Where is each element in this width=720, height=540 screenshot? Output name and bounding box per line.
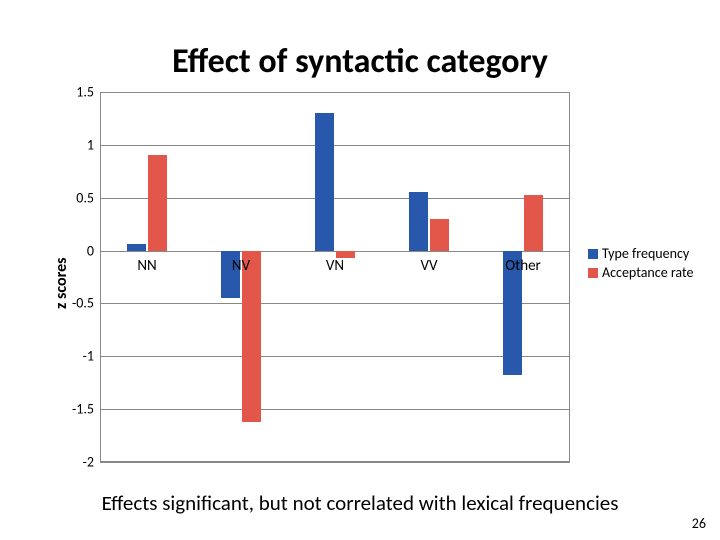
gridline bbox=[100, 303, 570, 304]
caption-text: Effects significant, but not correlated … bbox=[0, 490, 720, 516]
legend-label: Type frequency bbox=[602, 245, 689, 262]
y-tick-label: -2 bbox=[83, 454, 100, 471]
y-tick-label: -1.5 bbox=[72, 401, 100, 418]
bar-chart: 1.510.50-0.5-1-1.5-2NNNVVNVVOther bbox=[100, 92, 570, 462]
y-tick-label: -0.5 bbox=[72, 295, 100, 312]
legend-label: Acceptance rate bbox=[602, 264, 694, 281]
legend-item: Type frequency bbox=[588, 245, 694, 262]
axis-border bbox=[100, 92, 570, 462]
page-number: 26 bbox=[692, 515, 706, 532]
y-tick-label: -1 bbox=[83, 348, 100, 365]
bar bbox=[242, 251, 261, 422]
legend-swatch bbox=[588, 249, 598, 259]
gridline bbox=[100, 92, 570, 93]
bar bbox=[409, 192, 428, 250]
bar bbox=[127, 244, 146, 250]
category-label: NN bbox=[137, 257, 156, 275]
gridline bbox=[100, 198, 570, 199]
y-tick-label: 0.5 bbox=[76, 189, 100, 206]
y-tick-label: 1 bbox=[87, 136, 100, 153]
gridline bbox=[100, 462, 570, 463]
legend-swatch bbox=[588, 268, 598, 278]
category-label: VV bbox=[420, 257, 437, 275]
category-label: VN bbox=[326, 257, 344, 275]
slide-title: Effect of syntactic category bbox=[0, 41, 720, 82]
category-label: Other bbox=[505, 257, 541, 275]
y-tick-label: 0 bbox=[87, 242, 100, 259]
y-tick-label: 1.5 bbox=[76, 84, 100, 101]
legend: Type frequency Acceptance rate bbox=[588, 245, 694, 283]
gridline bbox=[100, 356, 570, 357]
bar bbox=[524, 195, 543, 251]
plot-area: 1.510.50-0.5-1-1.5-2NNNVVNVVOther bbox=[100, 92, 570, 462]
category-label: NV bbox=[232, 257, 250, 275]
bar bbox=[430, 219, 449, 251]
bar bbox=[148, 155, 167, 250]
gridline bbox=[100, 409, 570, 410]
y-axis-label: z scores bbox=[52, 257, 71, 309]
bar bbox=[315, 113, 334, 250]
legend-item: Acceptance rate bbox=[588, 264, 694, 281]
gridline bbox=[100, 145, 570, 146]
